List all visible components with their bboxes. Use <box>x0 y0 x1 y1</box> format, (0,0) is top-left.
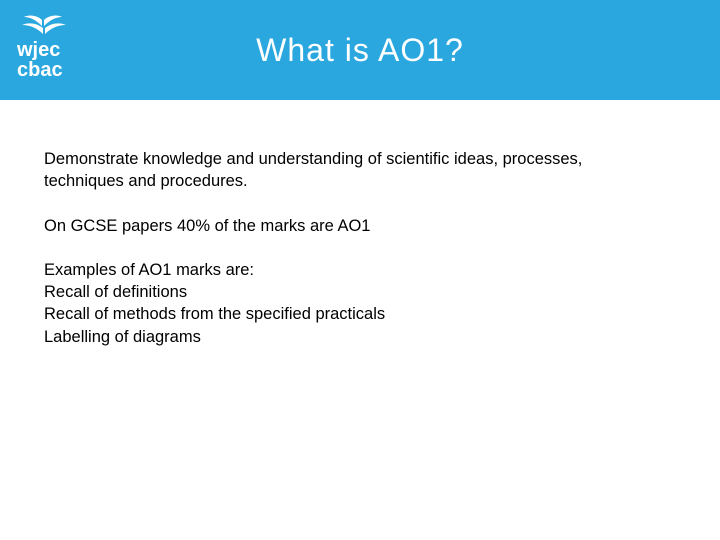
text-line: Demonstrate knowledge and understanding … <box>44 148 676 170</box>
paragraph-3: Examples of AO1 marks are: Recall of def… <box>44 259 676 348</box>
logo-text-top: wjec <box>16 39 60 61</box>
text-line: Recall of definitions <box>44 281 676 303</box>
logo-text-bottom: cbac <box>17 59 63 81</box>
text-line: Recall of methods from the specified pra… <box>44 303 676 325</box>
slide-title: What is AO1? <box>0 32 720 69</box>
text-line: Examples of AO1 marks are: <box>44 259 676 281</box>
text-line: techniques and procedures. <box>44 170 676 192</box>
text-line: On GCSE papers 40% of the marks are AO1 <box>44 215 676 237</box>
slide-content: Demonstrate knowledge and understanding … <box>0 100 720 348</box>
slide-header: wjec cbac What is AO1? <box>0 0 720 100</box>
paragraph-1: Demonstrate knowledge and understanding … <box>44 148 676 193</box>
text-line: Labelling of diagrams <box>44 326 676 348</box>
wjec-cbac-logo: wjec cbac <box>14 14 94 86</box>
paragraph-2: On GCSE papers 40% of the marks are AO1 <box>44 215 676 237</box>
